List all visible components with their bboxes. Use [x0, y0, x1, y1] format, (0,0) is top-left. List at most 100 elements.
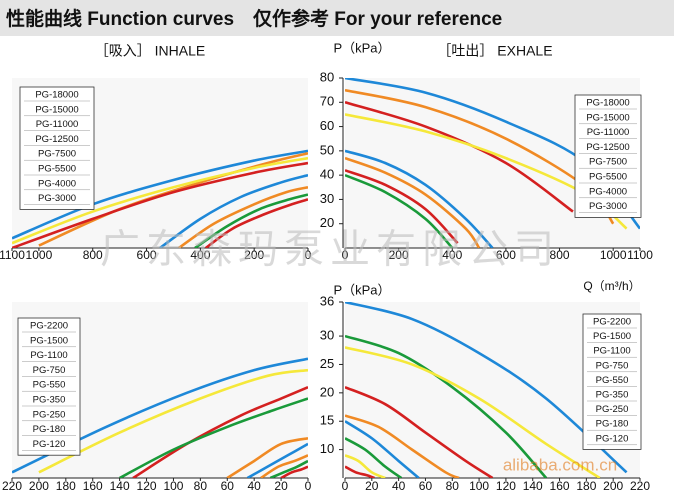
curve [345, 334, 548, 478]
x-tick-label: 60 [419, 479, 433, 493]
curve [345, 346, 601, 478]
legend-box [574, 94, 642, 218]
legend-label: PG-350 [596, 390, 629, 401]
legend-box [17, 317, 81, 456]
legend-label: PG-7500 [38, 149, 76, 160]
x-tick-label: 600 [137, 248, 157, 262]
legend-box [582, 313, 642, 450]
curve [345, 454, 386, 478]
legend-label: PG-2200 [593, 317, 631, 328]
x-tick-label: 220 [630, 479, 650, 493]
y-tick-label: 80 [320, 69, 334, 84]
x-tick-label: 0 [342, 479, 349, 493]
curve [280, 465, 308, 478]
x-tick-label: 800 [83, 248, 103, 262]
legend-label: PG-550 [596, 375, 629, 386]
legend-label: PG-4000 [38, 178, 76, 189]
x-tick-label: 80 [446, 479, 460, 493]
curve [226, 436, 308, 478]
y-tick-label: 50 [320, 142, 334, 157]
x-tick-label: 80 [194, 479, 208, 493]
y-tick-label: 70 [320, 94, 334, 109]
curve [38, 368, 308, 474]
x-tick-label: 200 [244, 248, 264, 262]
x-tick-label: 220 [2, 479, 22, 493]
legend-label: PG-180 [33, 424, 66, 435]
x-tick-label: 800 [550, 248, 570, 262]
curve [12, 161, 308, 248]
legend-label: PG-120 [33, 439, 66, 450]
curve [345, 302, 628, 474]
x-tick-label: 120 [496, 479, 516, 493]
y-axis-label: P（kPa） [333, 40, 390, 55]
curve [345, 465, 375, 478]
y-tick-label: 40 [320, 167, 334, 182]
legend-label: PG-3000 [589, 201, 627, 212]
x-tick-label: 140 [110, 479, 130, 493]
y-tick-label: 20 [320, 384, 334, 399]
legend-label: PG-1100 [593, 346, 630, 357]
x-tick-label: 1100 [0, 248, 25, 262]
x-tick-label: 160 [550, 479, 570, 493]
curve [269, 459, 308, 478]
legend-label: PG-250 [33, 409, 66, 420]
watermark: alibaba.com.cn [503, 455, 617, 474]
x-tick-label: 100 [163, 479, 183, 493]
legend-label: PG-4000 [589, 186, 627, 197]
x-tick-label: 200 [389, 248, 409, 262]
curve [345, 414, 460, 478]
legend-label: PG-15000 [35, 104, 78, 115]
x-tick-label: 600 [496, 248, 516, 262]
legend-label: PG-12500 [586, 142, 629, 153]
curve [246, 442, 308, 478]
curve [132, 385, 308, 478]
y-tick-label: 36 [320, 293, 334, 308]
x-tick-label: 120 [137, 479, 157, 493]
curve [178, 186, 308, 248]
legend-label: PG-11000 [36, 119, 79, 130]
x-tick-label: 140 [523, 479, 543, 493]
legend-label: PG-1500 [30, 335, 68, 346]
y-tick-label: 60 [320, 118, 334, 133]
x-tick-label: 400 [190, 248, 210, 262]
curve [204, 198, 308, 248]
x-tick-label: 1000 [26, 248, 53, 262]
legend-label: PG-750 [33, 365, 66, 376]
y-tick-label: 15 [320, 413, 334, 428]
x-tick-label: 180 [56, 479, 76, 493]
legend-label: PG-18000 [35, 90, 78, 101]
x-tick-label: 40 [248, 479, 262, 493]
header-band [0, 0, 674, 36]
x-tick-label: 0 [342, 248, 349, 262]
x-tick-label: 1100 [627, 248, 653, 262]
legend-label: PG-1500 [593, 331, 631, 342]
x-tick-label: 200 [603, 479, 623, 493]
legend-label: PG-12500 [35, 134, 78, 145]
curve [159, 173, 308, 248]
curve [345, 420, 420, 478]
x-tick-label: 160 [83, 479, 103, 493]
x-tick-label: 20 [365, 479, 379, 493]
panel-title: ［吐出］ EXHALE [437, 43, 552, 59]
x-tick-label: 20 [274, 479, 288, 493]
legend-label: PG-750 [596, 360, 629, 371]
x-axis-label: Q（m³/h） [583, 279, 640, 293]
curve [119, 397, 308, 478]
legend-label: PG-350 [33, 395, 66, 406]
legend-label: PG-5500 [589, 172, 627, 183]
y-axis-label: P（kPa） [333, 282, 390, 297]
watermark: 广东森玛泵业有限公司 [100, 228, 560, 272]
x-tick-label: 100 [469, 479, 489, 493]
legend-label: PG-5500 [38, 164, 76, 175]
legend-label: PG-180 [596, 419, 629, 430]
curve [12, 149, 308, 240]
x-tick-label: 40 [392, 479, 406, 493]
curve [345, 385, 494, 478]
x-tick-label: 0 [305, 248, 312, 262]
legend-label: PG-250 [596, 404, 629, 415]
x-tick-label: 180 [576, 479, 596, 493]
legend-label: PG-11000 [587, 127, 630, 138]
x-tick-label: 200 [29, 479, 49, 493]
x-tick-label: 1000 [600, 248, 627, 262]
